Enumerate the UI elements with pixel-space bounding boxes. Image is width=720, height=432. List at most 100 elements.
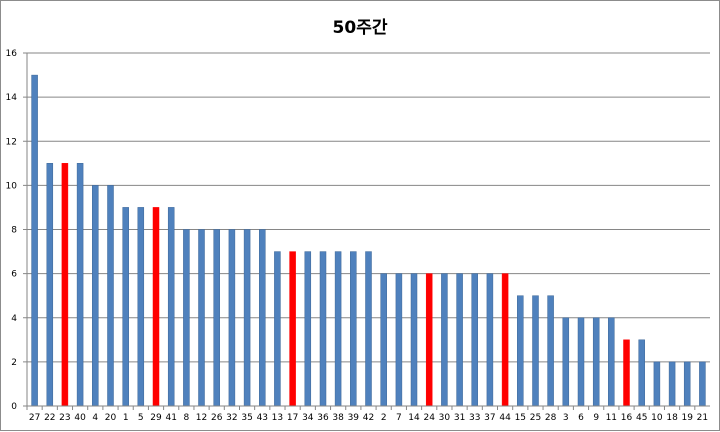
bar-8 [183, 229, 190, 407]
bar-23 [61, 163, 69, 407]
bar-21 [699, 361, 706, 407]
bar-9 [592, 317, 600, 407]
x-tick-label-3: 3 [563, 413, 569, 423]
bar-36 [319, 251, 327, 407]
x-tick-label-23: 23 [59, 413, 70, 423]
y-tick-label-6: 6 [11, 270, 17, 280]
bar-44 [501, 273, 509, 407]
bar-15 [517, 295, 524, 407]
x-tick-label-37: 37 [484, 413, 495, 423]
x-tick-label-20: 20 [105, 413, 117, 423]
bar-32 [228, 229, 236, 407]
bar-7 [395, 273, 403, 407]
x-tick-label-15: 15 [515, 413, 526, 423]
x-tick-label-31: 31 [454, 413, 465, 423]
bar-18 [668, 361, 676, 407]
x-tick-label-2: 2 [381, 413, 387, 423]
bar-30 [441, 273, 448, 407]
x-tick-label-43: 43 [257, 413, 268, 423]
bar-4 [92, 185, 99, 407]
x-tick-label-32: 32 [226, 413, 237, 423]
bar-5 [137, 207, 145, 407]
y-tick-label-14: 14 [6, 93, 18, 103]
x-tick-label-16: 16 [621, 413, 633, 423]
x-tick-label-11: 11 [606, 413, 617, 423]
x-tick-label-6: 6 [578, 413, 584, 423]
bar-41 [167, 207, 175, 407]
bar-42 [365, 251, 372, 407]
x-tick-label-24: 24 [423, 413, 435, 423]
x-tick-label-19: 19 [681, 413, 693, 423]
y-tick-label-4: 4 [11, 314, 17, 324]
bar-43 [259, 229, 266, 407]
x-tick-label-29: 29 [150, 413, 162, 423]
bar-37 [486, 273, 494, 407]
x-tick-label-7: 7 [396, 413, 402, 423]
bar-40 [76, 163, 84, 407]
x-tick-label-28: 28 [545, 413, 557, 423]
bar-45 [638, 339, 645, 407]
x-tick-label-10: 10 [651, 413, 663, 423]
bar-29 [152, 207, 160, 407]
x-tick-label-42: 42 [363, 413, 374, 423]
bar-26 [213, 229, 220, 407]
y-tick-label-12: 12 [6, 137, 17, 147]
x-tick-label-1: 1 [123, 413, 129, 423]
bar-22 [46, 163, 54, 407]
x-tick-label-40: 40 [74, 413, 86, 423]
x-tick-label-45: 45 [636, 413, 647, 423]
y-tick-label-8: 8 [11, 226, 17, 236]
y-tick-label-0: 0 [11, 402, 17, 412]
bar-10 [653, 361, 661, 407]
bar-28 [547, 295, 554, 407]
x-tick-label-4: 4 [92, 413, 98, 423]
x-tick-label-22: 22 [44, 413, 55, 423]
bar-11 [608, 317, 615, 407]
y-tick-label-16: 16 [6, 49, 18, 59]
x-tick-label-35: 35 [241, 413, 252, 423]
bar-12 [198, 229, 205, 407]
y-tick-label-2: 2 [11, 358, 17, 368]
bar-38 [334, 251, 342, 407]
x-tick-label-44: 44 [499, 413, 511, 423]
x-tick-label-38: 38 [332, 413, 344, 423]
x-tick-label-30: 30 [439, 413, 451, 423]
bar-35 [243, 229, 251, 407]
bar-39 [350, 251, 357, 407]
bar-19 [683, 361, 691, 407]
bar-31 [456, 273, 463, 407]
bar-6 [577, 317, 585, 407]
x-tick-label-33: 33 [469, 413, 480, 423]
bar-2 [380, 273, 387, 407]
bar-1 [122, 207, 129, 407]
bar-34 [304, 251, 312, 407]
x-tick-label-25: 25 [530, 413, 541, 423]
x-tick-label-13: 13 [272, 413, 283, 423]
bar-3 [562, 317, 570, 407]
x-tick-label-12: 12 [196, 413, 207, 423]
x-tick-label-14: 14 [408, 413, 420, 423]
bar-24 [425, 273, 433, 407]
x-tick-label-39: 39 [348, 413, 360, 423]
y-tick-label-10: 10 [6, 181, 18, 191]
x-tick-label-18: 18 [666, 413, 678, 423]
bar-33 [471, 273, 478, 407]
x-tick-label-8: 8 [184, 413, 190, 423]
bar-16 [623, 339, 630, 407]
chart-title: 50주간 [332, 18, 388, 38]
bar-27 [31, 74, 38, 407]
bar-25 [532, 295, 539, 407]
bar-17 [289, 251, 296, 407]
x-tick-label-41: 41 [165, 413, 176, 423]
bar-20 [107, 185, 114, 407]
x-tick-label-17: 17 [287, 413, 298, 423]
bar-14 [410, 273, 418, 407]
x-tick-label-9: 9 [593, 413, 599, 423]
x-tick-label-34: 34 [302, 413, 314, 423]
x-tick-label-21: 21 [697, 413, 708, 423]
x-tick-label-27: 27 [29, 413, 40, 423]
x-tick-label-26: 26 [211, 413, 223, 423]
bar-13 [274, 251, 281, 407]
